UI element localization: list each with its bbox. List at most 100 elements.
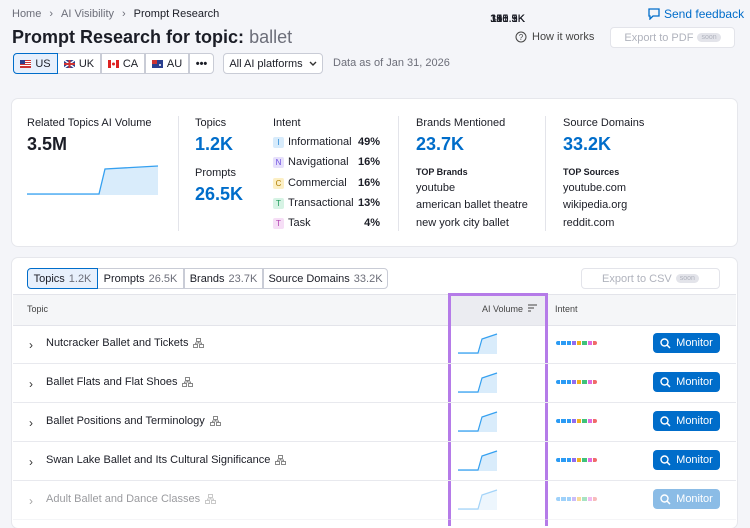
sep: › bbox=[49, 8, 54, 20]
intent-segment bbox=[571, 458, 576, 462]
table-row[interactable]: › Adult Ballet and Dance Classes Monitor bbox=[13, 480, 736, 520]
intent-bar bbox=[556, 380, 597, 384]
country-button[interactable]: UK bbox=[57, 53, 101, 74]
value[interactable]: 1.2K bbox=[195, 134, 234, 154]
sep: › bbox=[122, 8, 126, 20]
country-button[interactable]: US bbox=[13, 53, 58, 74]
intent-segment bbox=[561, 458, 566, 462]
send-feedback[interactable]: Send feedback bbox=[648, 7, 744, 21]
expand-chevron[interactable]: › bbox=[29, 494, 33, 508]
value[interactable]: 33.2K bbox=[563, 134, 612, 154]
breadcrumb[interactable]: AI Visibility bbox=[61, 8, 114, 20]
export-pdf[interactable]: Export to PDF soon bbox=[610, 27, 735, 48]
table-row[interactable]: › Ballet Flats and Flat Shoes Monitor bbox=[13, 363, 736, 403]
label: How it works bbox=[532, 31, 595, 43]
tree-icon[interactable] bbox=[275, 455, 287, 465]
topic-name: Nutcracker Ballet and Tickets bbox=[46, 337, 189, 349]
intent-segment bbox=[587, 458, 592, 462]
intent-name: Transactional bbox=[288, 196, 354, 209]
intent-segment bbox=[556, 419, 561, 423]
table-row[interactable]: › Swan Lake Ballet and Its Cultural Signi… bbox=[13, 441, 736, 481]
tab-name: Source Domains bbox=[268, 272, 350, 285]
intent-segment bbox=[556, 380, 561, 384]
page-title: Prompt Research for topic: ballet bbox=[12, 27, 292, 48]
top-label: TOP Sources bbox=[563, 167, 620, 177]
sort-icon bbox=[528, 304, 538, 312]
value[interactable]: 26.5K bbox=[195, 184, 244, 204]
expand-chevron[interactable]: › bbox=[29, 377, 33, 391]
intent-name: Informational bbox=[288, 136, 352, 148]
label: Intent bbox=[273, 117, 301, 129]
intent-segment bbox=[571, 497, 576, 501]
monitor-button[interactable]: Monitor bbox=[653, 450, 720, 470]
flag bbox=[151, 59, 163, 68]
tab[interactable]: Source Domains 33.2K bbox=[263, 268, 388, 289]
tab-name: Brands bbox=[189, 272, 225, 285]
intent-segment bbox=[571, 419, 576, 423]
icon: ? bbox=[515, 31, 527, 43]
intent-segment bbox=[582, 341, 587, 345]
sparkline bbox=[458, 489, 498, 510]
label: AI Volume bbox=[482, 304, 524, 314]
table-row[interactable]: › Nutcracker Ballet and Tickets Monitor bbox=[13, 324, 736, 364]
expand-chevron[interactable]: › bbox=[29, 416, 33, 430]
intent-pct: 4% bbox=[364, 217, 380, 230]
intent-bar bbox=[556, 497, 597, 501]
how-it-works[interactable]: ? How it works bbox=[515, 31, 594, 43]
value[interactable]: 23.7K bbox=[416, 134, 465, 154]
page: Home › AI Visibility › Prompt Research Sen… bbox=[12, 7, 745, 528]
monitor-button[interactable]: Monitor bbox=[653, 489, 720, 509]
intent-segment bbox=[561, 380, 566, 384]
expand-chevron[interactable]: › bbox=[29, 338, 33, 352]
monitor-button[interactable]: Monitor bbox=[653, 372, 720, 392]
intent-segment bbox=[556, 341, 561, 345]
tab[interactable]: Brands 23.7K bbox=[184, 268, 263, 289]
tab[interactable]: Topics 1.2K bbox=[27, 268, 98, 289]
tab-name: Prompts bbox=[103, 272, 145, 285]
tab[interactable]: Prompts 26.5K bbox=[97, 268, 184, 289]
label: Monitor bbox=[676, 454, 713, 466]
platform-dropdown[interactable]: All AI platforms bbox=[223, 53, 323, 74]
title: Prompt Research for topic: bbox=[12, 27, 245, 47]
tree-icon[interactable] bbox=[209, 416, 221, 426]
label: Monitor bbox=[676, 493, 713, 505]
country-button[interactable]: CA bbox=[101, 53, 145, 74]
intent-segment bbox=[556, 458, 561, 462]
monitor-icon bbox=[660, 454, 671, 466]
list-item: youtube bbox=[416, 182, 456, 194]
monitor-button[interactable]: Monitor bbox=[653, 333, 720, 353]
column-header: Topic bbox=[27, 304, 49, 314]
breadcrumb[interactable]: Home bbox=[12, 8, 42, 20]
topic-name: Ballet Flats and Flat Shoes bbox=[46, 376, 178, 388]
label: Export to CSV bbox=[602, 272, 672, 285]
export-csv[interactable]: Export to CSV soon bbox=[581, 268, 720, 289]
intent-letter: N bbox=[273, 157, 284, 169]
intent-segment bbox=[561, 341, 566, 345]
intent-segment bbox=[587, 341, 592, 345]
intent-segment bbox=[577, 458, 582, 462]
intent-segment bbox=[571, 341, 576, 345]
intent-segment bbox=[577, 419, 582, 423]
tree-icon[interactable] bbox=[193, 338, 205, 348]
top-label: TOP Brands bbox=[416, 167, 468, 177]
label: Monitor bbox=[676, 376, 713, 388]
volume-sparkline bbox=[27, 165, 159, 195]
expand-chevron[interactable]: › bbox=[29, 455, 33, 469]
intent-segment bbox=[566, 458, 571, 462]
more-countries[interactable]: ••• bbox=[189, 53, 214, 74]
ai-volume: 180.5K bbox=[490, 13, 525, 25]
country-button[interactable]: AU bbox=[145, 53, 189, 74]
breadcrumbs: Home › AI Visibility › Prompt Research bbox=[12, 8, 219, 20]
list-item: wikipedia.org bbox=[563, 199, 628, 212]
tab-count: 26.5K bbox=[148, 272, 178, 285]
label: CA bbox=[122, 57, 139, 70]
tree-icon[interactable] bbox=[205, 494, 217, 504]
table-row[interactable]: › Ballet Positions and Terminology Monitor bbox=[13, 402, 736, 442]
topic: Nutcracker Ballet and Tickets bbox=[46, 337, 205, 349]
monitor-button[interactable]: Monitor bbox=[653, 411, 720, 431]
label: Export to PDF bbox=[624, 31, 694, 44]
column-header[interactable]: AI Volume bbox=[482, 304, 538, 314]
tree-icon[interactable] bbox=[182, 377, 194, 387]
topic: Adult Ballet and Dance Classes bbox=[46, 493, 217, 505]
intent-segment bbox=[561, 419, 566, 423]
